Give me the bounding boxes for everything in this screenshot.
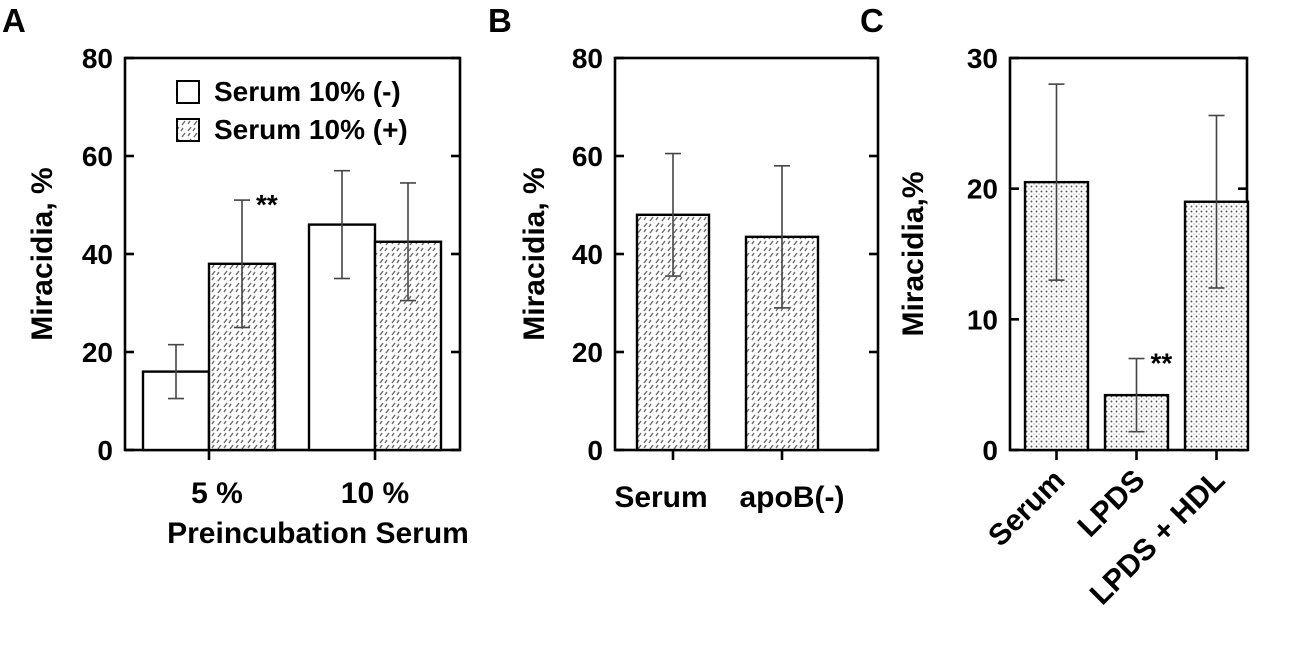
x-tick-label: apoB(-) (740, 481, 845, 514)
y-axis-label: Miracidia,% (897, 171, 930, 336)
bar (207, 262, 277, 452)
y-tick-label: 20 (572, 337, 603, 368)
y-tick-label: 80 (82, 43, 113, 74)
y-tick-label: 20 (967, 174, 998, 205)
significance-marker: ** (256, 189, 278, 220)
x-tick-label: Serum (614, 481, 707, 514)
panel-letter: B (488, 2, 512, 39)
panel-a: A 0 20 40 60 80 Miracidia, % 5 % 10 % Preincubati… (2, 2, 469, 550)
x-tick-label: 10 % (341, 477, 409, 510)
y-tick-label: 40 (572, 239, 603, 270)
y-tick-label: 10 (967, 304, 998, 335)
significance-marker: ** (1151, 348, 1173, 379)
panel-b: B 0 20 40 60 80 Miracidia, % Serum apoB(-) (488, 2, 880, 514)
legend-label: Serum 10% (-) (214, 76, 401, 107)
bar (635, 213, 711, 452)
y-axis-label: Miracidia, % (26, 167, 59, 340)
y-tick-label: 60 (82, 141, 113, 172)
y-axis-label: Miracidia, % (518, 167, 551, 340)
legend-swatch (176, 118, 200, 142)
x-axis-label: Preincubation Serum (167, 517, 469, 550)
y-tick-label: 20 (82, 337, 113, 368)
y-tick-label: 80 (572, 43, 603, 74)
panel-letter: A (2, 2, 26, 39)
x-tick-label: 5 % (191, 477, 243, 510)
y-tick-label: 0 (587, 435, 603, 466)
y-tick-label: 0 (97, 435, 113, 466)
y-tick-label: 40 (82, 239, 113, 270)
y-tick-label: 60 (572, 141, 603, 172)
y-tick-label: 30 (967, 43, 998, 74)
legend-label: Serum 10% (+) (214, 114, 408, 145)
y-tick-label: 0 (982, 435, 998, 466)
x-tick-label: Serum (982, 464, 1071, 553)
panel-letter: C (860, 2, 884, 39)
legend-swatch (176, 80, 200, 104)
